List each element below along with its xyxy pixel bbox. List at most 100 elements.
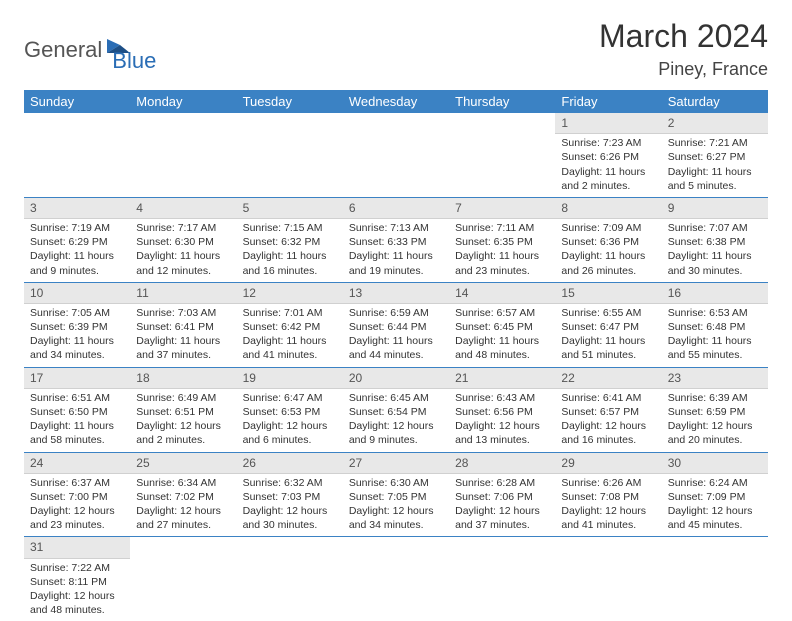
calendar-cell: 20Sunrise: 6:45 AMSunset: 6:54 PMDayligh… [343,367,449,452]
daylight-text: Daylight: 11 hours and 16 minutes. [243,249,337,277]
calendar-cell [237,113,343,197]
weekday-header: Tuesday [237,90,343,113]
daylight-text: Daylight: 11 hours and 44 minutes. [349,334,443,362]
sunrise-text: Sunrise: 6:45 AM [349,391,443,405]
calendar-cell [343,113,449,197]
daylight-text: Daylight: 11 hours and 37 minutes. [136,334,230,362]
sunrise-text: Sunrise: 6:39 AM [668,391,762,405]
calendar-cell: 25Sunrise: 6:34 AMSunset: 7:02 PMDayligh… [130,452,236,537]
daylight-text: Daylight: 11 hours and 34 minutes. [30,334,124,362]
calendar-cell: 6Sunrise: 7:13 AMSunset: 6:33 PMDaylight… [343,197,449,282]
sunrise-text: Sunrise: 6:49 AM [136,391,230,405]
sunset-text: Sunset: 8:11 PM [30,575,124,589]
calendar-cell: 23Sunrise: 6:39 AMSunset: 6:59 PMDayligh… [662,367,768,452]
calendar-cell [449,113,555,197]
calendar-cell: 13 Sunrise: 6:59 AMSunset: 6:44 PMDayligh… [343,282,449,367]
sunrise-text: Sunrise: 6:30 AM [349,476,443,490]
sunset-text: Sunset: 6:27 PM [668,150,762,164]
day-number: 5 [237,198,343,219]
daylight-text: Daylight: 12 hours and 27 minutes. [136,504,230,532]
sunrise-text: Sunrise: 6:59 AM [349,306,443,320]
daylight-text: Daylight: 12 hours and 9 minutes. [349,419,443,447]
sunrise-text: Sunrise: 6:51 AM [30,391,124,405]
sunrise-text: Sunrise: 7:22 AM [30,561,124,575]
sunrise-text: Sunrise: 6:57 AM [455,306,549,320]
day-body: Sunrise: 6:53 AMSunset: 6:48 PMDaylight:… [662,304,768,367]
calendar-cell [237,537,343,621]
day-body: Sunrise: 7:03 AMSunset: 6:41 PMDaylight:… [130,304,236,367]
day-number: 1 [555,113,661,134]
day-number: 21 [449,368,555,389]
weekday-header: Sunday [24,90,130,113]
sunrise-text: Sunrise: 6:41 AM [561,391,655,405]
sunset-text: Sunset: 6:45 PM [455,320,549,334]
month-title: March 2024 [599,18,768,55]
calendar-cell: 24Sunrise: 6:37 AMSunset: 7:00 PMDayligh… [24,452,130,537]
header: General Blue March 2024 Piney, France [24,18,768,80]
logo-word-1: General [24,37,102,63]
calendar-cell: 4Sunrise: 7:17 AMSunset: 6:30 PMDaylight… [130,197,236,282]
logo: General Blue [24,26,156,74]
day-number: 10 [24,283,130,304]
day-body: Sunrise: 6:49 AMSunset: 6:51 PMDaylight:… [130,389,236,452]
daylight-text: Daylight: 12 hours and 34 minutes. [349,504,443,532]
day-number: 28 [449,453,555,474]
daylight-text: Daylight: 12 hours and 6 minutes. [243,419,337,447]
sunset-text: Sunset: 6:51 PM [136,405,230,419]
day-body: Sunrise: 6:39 AMSunset: 6:59 PMDaylight:… [662,389,768,452]
sunrise-text: Sunrise: 7:11 AM [455,221,549,235]
day-body: Sunrise: 7:13 AMSunset: 6:33 PMDaylight:… [343,219,449,282]
calendar-cell [130,113,236,197]
calendar-row: 3Sunrise: 7:19 AMSunset: 6:29 PMDaylight… [24,197,768,282]
sunrise-text: Sunrise: 7:23 AM [561,136,655,150]
calendar-cell: 2Sunrise: 7:21 AMSunset: 6:27 PMDaylight… [662,113,768,197]
sunrise-text: Sunrise: 7:15 AM [243,221,337,235]
daylight-text: Daylight: 11 hours and 41 minutes. [243,334,337,362]
location: Piney, France [599,59,768,80]
sunrise-text: Sunrise: 6:32 AM [243,476,337,490]
day-number: 2 [662,113,768,134]
calendar-cell [662,537,768,621]
sunrise-text: Sunrise: 6:26 AM [561,476,655,490]
title-block: March 2024 Piney, France [599,18,768,80]
daylight-text: Daylight: 12 hours and 37 minutes. [455,504,549,532]
calendar-cell: 8Sunrise: 7:09 AMSunset: 6:36 PMDaylight… [555,197,661,282]
sunrise-text: Sunrise: 6:47 AM [243,391,337,405]
day-number: 20 [343,368,449,389]
calendar-cell: 10Sunrise: 7:05 AMSunset: 6:39 PMDayligh… [24,282,130,367]
day-body: Sunrise: 7:17 AMSunset: 6:30 PMDaylight:… [130,219,236,282]
sunset-text: Sunset: 6:36 PM [561,235,655,249]
day-body: Sunrise: 7:07 AMSunset: 6:38 PMDaylight:… [662,219,768,282]
weekday-header: Wednesday [343,90,449,113]
sunset-text: Sunset: 6:56 PM [455,405,549,419]
calendar-cell: 27Sunrise: 6:30 AMSunset: 7:05 PMDayligh… [343,452,449,537]
daylight-text: Daylight: 12 hours and 2 minutes. [136,419,230,447]
day-number: 30 [662,453,768,474]
calendar-cell: 28Sunrise: 6:28 AMSunset: 7:06 PMDayligh… [449,452,555,537]
sunrise-text: Sunrise: 6:37 AM [30,476,124,490]
sunset-text: Sunset: 6:44 PM [349,320,443,334]
day-number: 11 [130,283,236,304]
daylight-text: Daylight: 11 hours and 12 minutes. [136,249,230,277]
daylight-text: Daylight: 11 hours and 26 minutes. [561,249,655,277]
daylight-text: Daylight: 12 hours and 41 minutes. [561,504,655,532]
sunrise-text: Sunrise: 7:03 AM [136,306,230,320]
day-number: 13 [343,283,449,304]
sunset-text: Sunset: 7:09 PM [668,490,762,504]
day-body: Sunrise: 6:43 AMSunset: 6:56 PMDaylight:… [449,389,555,452]
day-body: Sunrise: 7:11 AMSunset: 6:35 PMDaylight:… [449,219,555,282]
day-body: Sunrise: 6:47 AMSunset: 6:53 PMDaylight:… [237,389,343,452]
calendar-cell: 1Sunrise: 7:23 AMSunset: 6:26 PMDaylight… [555,113,661,197]
sunset-text: Sunset: 6:30 PM [136,235,230,249]
sunset-text: Sunset: 6:41 PM [136,320,230,334]
sunrise-text: Sunrise: 7:07 AM [668,221,762,235]
daylight-text: Daylight: 12 hours and 30 minutes. [243,504,337,532]
sunrise-text: Sunrise: 6:43 AM [455,391,549,405]
calendar-row: 31Sunrise: 7:22 AMSunset: 8:11 PMDayligh… [24,537,768,621]
calendar-cell: 3Sunrise: 7:19 AMSunset: 6:29 PMDaylight… [24,197,130,282]
sunset-text: Sunset: 6:53 PM [243,405,337,419]
sunrise-text: Sunrise: 7:01 AM [243,306,337,320]
sunset-text: Sunset: 7:02 PM [136,490,230,504]
sunset-text: Sunset: 7:08 PM [561,490,655,504]
day-number: 22 [555,368,661,389]
